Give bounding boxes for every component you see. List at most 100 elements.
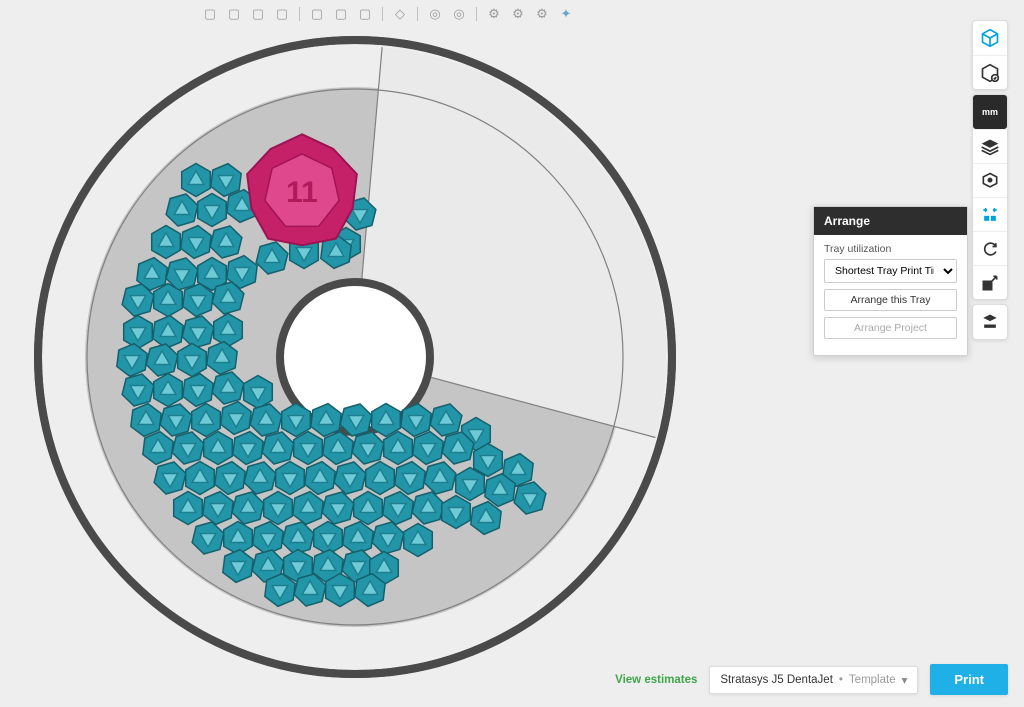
tray-model[interactable] bbox=[160, 404, 192, 436]
tray-model[interactable] bbox=[211, 164, 241, 197]
tray-model[interactable] bbox=[334, 462, 366, 494]
tray-model[interactable] bbox=[314, 522, 343, 555]
tray-model[interactable] bbox=[262, 432, 294, 464]
tray-model[interactable] bbox=[207, 342, 237, 375]
tray-model[interactable] bbox=[352, 432, 384, 464]
tray-model[interactable] bbox=[322, 492, 354, 524]
tray-model[interactable] bbox=[355, 574, 385, 607]
tray-utilization-select[interactable]: Shortest Tray Print Time bbox=[824, 259, 957, 283]
settings-icon[interactable]: ⚙ bbox=[532, 4, 552, 24]
printer-tray-icon[interactable] bbox=[973, 305, 1007, 339]
tray-model[interactable] bbox=[214, 314, 243, 347]
view-mode-icon-5[interactable]: ▢ bbox=[307, 4, 327, 24]
tray-model[interactable] bbox=[117, 344, 147, 377]
tray-model[interactable] bbox=[212, 282, 244, 314]
tray-model[interactable] bbox=[430, 404, 462, 436]
tray-model[interactable] bbox=[474, 444, 503, 477]
tray-model[interactable] bbox=[152, 226, 181, 259]
tray-model[interactable] bbox=[514, 482, 546, 514]
tray-model[interactable] bbox=[265, 574, 295, 607]
tray-model[interactable] bbox=[181, 226, 211, 259]
tray-model[interactable] bbox=[404, 524, 433, 557]
tray-model[interactable] bbox=[154, 374, 183, 407]
tray-model[interactable] bbox=[182, 164, 211, 197]
tray-model[interactable] bbox=[395, 462, 425, 495]
view-mode-icon-6[interactable]: ▢ bbox=[331, 4, 351, 24]
tray-model[interactable] bbox=[326, 574, 355, 607]
orbit-icon[interactable]: ◎ bbox=[425, 4, 445, 24]
tray-model[interactable] bbox=[198, 194, 227, 227]
tray-model[interactable] bbox=[223, 550, 253, 583]
tray-model[interactable] bbox=[276, 462, 305, 495]
tray-model[interactable] bbox=[244, 376, 273, 409]
tray-model[interactable] bbox=[256, 242, 288, 274]
group-icon[interactable]: ⚙ bbox=[508, 4, 528, 24]
layers-icon[interactable] bbox=[973, 129, 1007, 163]
scale-icon[interactable] bbox=[973, 265, 1007, 299]
tray-model[interactable] bbox=[244, 462, 276, 494]
view-mode-icon-3[interactable]: ▢ bbox=[248, 4, 268, 24]
tray-model[interactable] bbox=[343, 522, 373, 555]
tray-model[interactable] bbox=[198, 258, 227, 291]
tray-model[interactable] bbox=[313, 550, 343, 583]
tray-model[interactable] bbox=[264, 492, 293, 525]
rotate-icon[interactable] bbox=[973, 231, 1007, 265]
tray-model[interactable] bbox=[503, 454, 533, 487]
tray-model[interactable] bbox=[143, 432, 173, 465]
axes-icon[interactable]: ✦ bbox=[556, 4, 576, 24]
tray-model[interactable] bbox=[342, 550, 374, 582]
tray-model[interactable] bbox=[166, 258, 198, 290]
model-view-icon[interactable] bbox=[973, 21, 1007, 55]
tray-model[interactable] bbox=[166, 194, 198, 226]
tray-model[interactable] bbox=[253, 522, 283, 555]
tray-model[interactable] bbox=[122, 374, 154, 406]
tray-model[interactable] bbox=[372, 522, 404, 554]
view-mode-icon-1[interactable]: ▢ bbox=[200, 4, 220, 24]
arrange-project-button[interactable]: Arrange Project bbox=[824, 317, 957, 339]
tray-model[interactable] bbox=[250, 404, 282, 436]
model-check-icon[interactable] bbox=[973, 55, 1007, 89]
tray-model[interactable] bbox=[442, 432, 474, 464]
arrange-tray-button[interactable]: Arrange this Tray bbox=[824, 289, 957, 311]
tray-model[interactable] bbox=[332, 228, 361, 261]
tray-model[interactable] bbox=[311, 404, 341, 437]
tray-model[interactable] bbox=[424, 462, 456, 494]
tray-model[interactable] bbox=[183, 374, 213, 407]
view-mode-icon-7[interactable]: ▢ bbox=[355, 4, 375, 24]
tray-model[interactable] bbox=[212, 372, 244, 404]
tray-model[interactable] bbox=[224, 522, 253, 555]
tray-model[interactable] bbox=[154, 462, 186, 494]
tray-model[interactable] bbox=[344, 198, 376, 230]
tray-model[interactable] bbox=[153, 316, 183, 349]
tray-model[interactable] bbox=[122, 284, 154, 316]
tray-model[interactable] bbox=[442, 496, 471, 529]
tray-model[interactable] bbox=[294, 432, 323, 465]
tray-model[interactable] bbox=[204, 432, 233, 465]
tray-model[interactable] bbox=[471, 502, 501, 535]
tray-model[interactable] bbox=[366, 462, 395, 495]
orbit2-icon[interactable]: ◎ bbox=[449, 4, 469, 24]
tray-model[interactable] bbox=[178, 344, 207, 377]
tray-model[interactable] bbox=[485, 474, 515, 507]
tray-model[interactable] bbox=[305, 462, 335, 495]
tray-model[interactable] bbox=[284, 550, 313, 583]
tray-model[interactable] bbox=[462, 418, 491, 451]
tray-model[interactable] bbox=[383, 492, 413, 525]
tray-model[interactable] bbox=[372, 404, 401, 437]
tray-model[interactable] bbox=[227, 190, 257, 223]
tray-model[interactable] bbox=[182, 316, 214, 348]
tray-model[interactable] bbox=[183, 284, 213, 317]
mm-units-icon[interactable]: mm bbox=[973, 95, 1007, 129]
tray-model[interactable] bbox=[221, 402, 251, 435]
support-icon[interactable] bbox=[973, 163, 1007, 197]
print-button[interactable]: Print bbox=[930, 664, 1008, 695]
tray-model[interactable] bbox=[412, 492, 444, 524]
tray-model[interactable] bbox=[282, 404, 311, 437]
tray-model[interactable] bbox=[233, 432, 263, 465]
tray-model[interactable] bbox=[294, 574, 326, 606]
tray-model[interactable] bbox=[192, 404, 221, 437]
tray-model[interactable] bbox=[323, 432, 353, 465]
view-mode-icon-2[interactable]: ▢ bbox=[224, 4, 244, 24]
tray-model[interactable] bbox=[252, 550, 284, 582]
tray-model[interactable] bbox=[413, 432, 443, 465]
